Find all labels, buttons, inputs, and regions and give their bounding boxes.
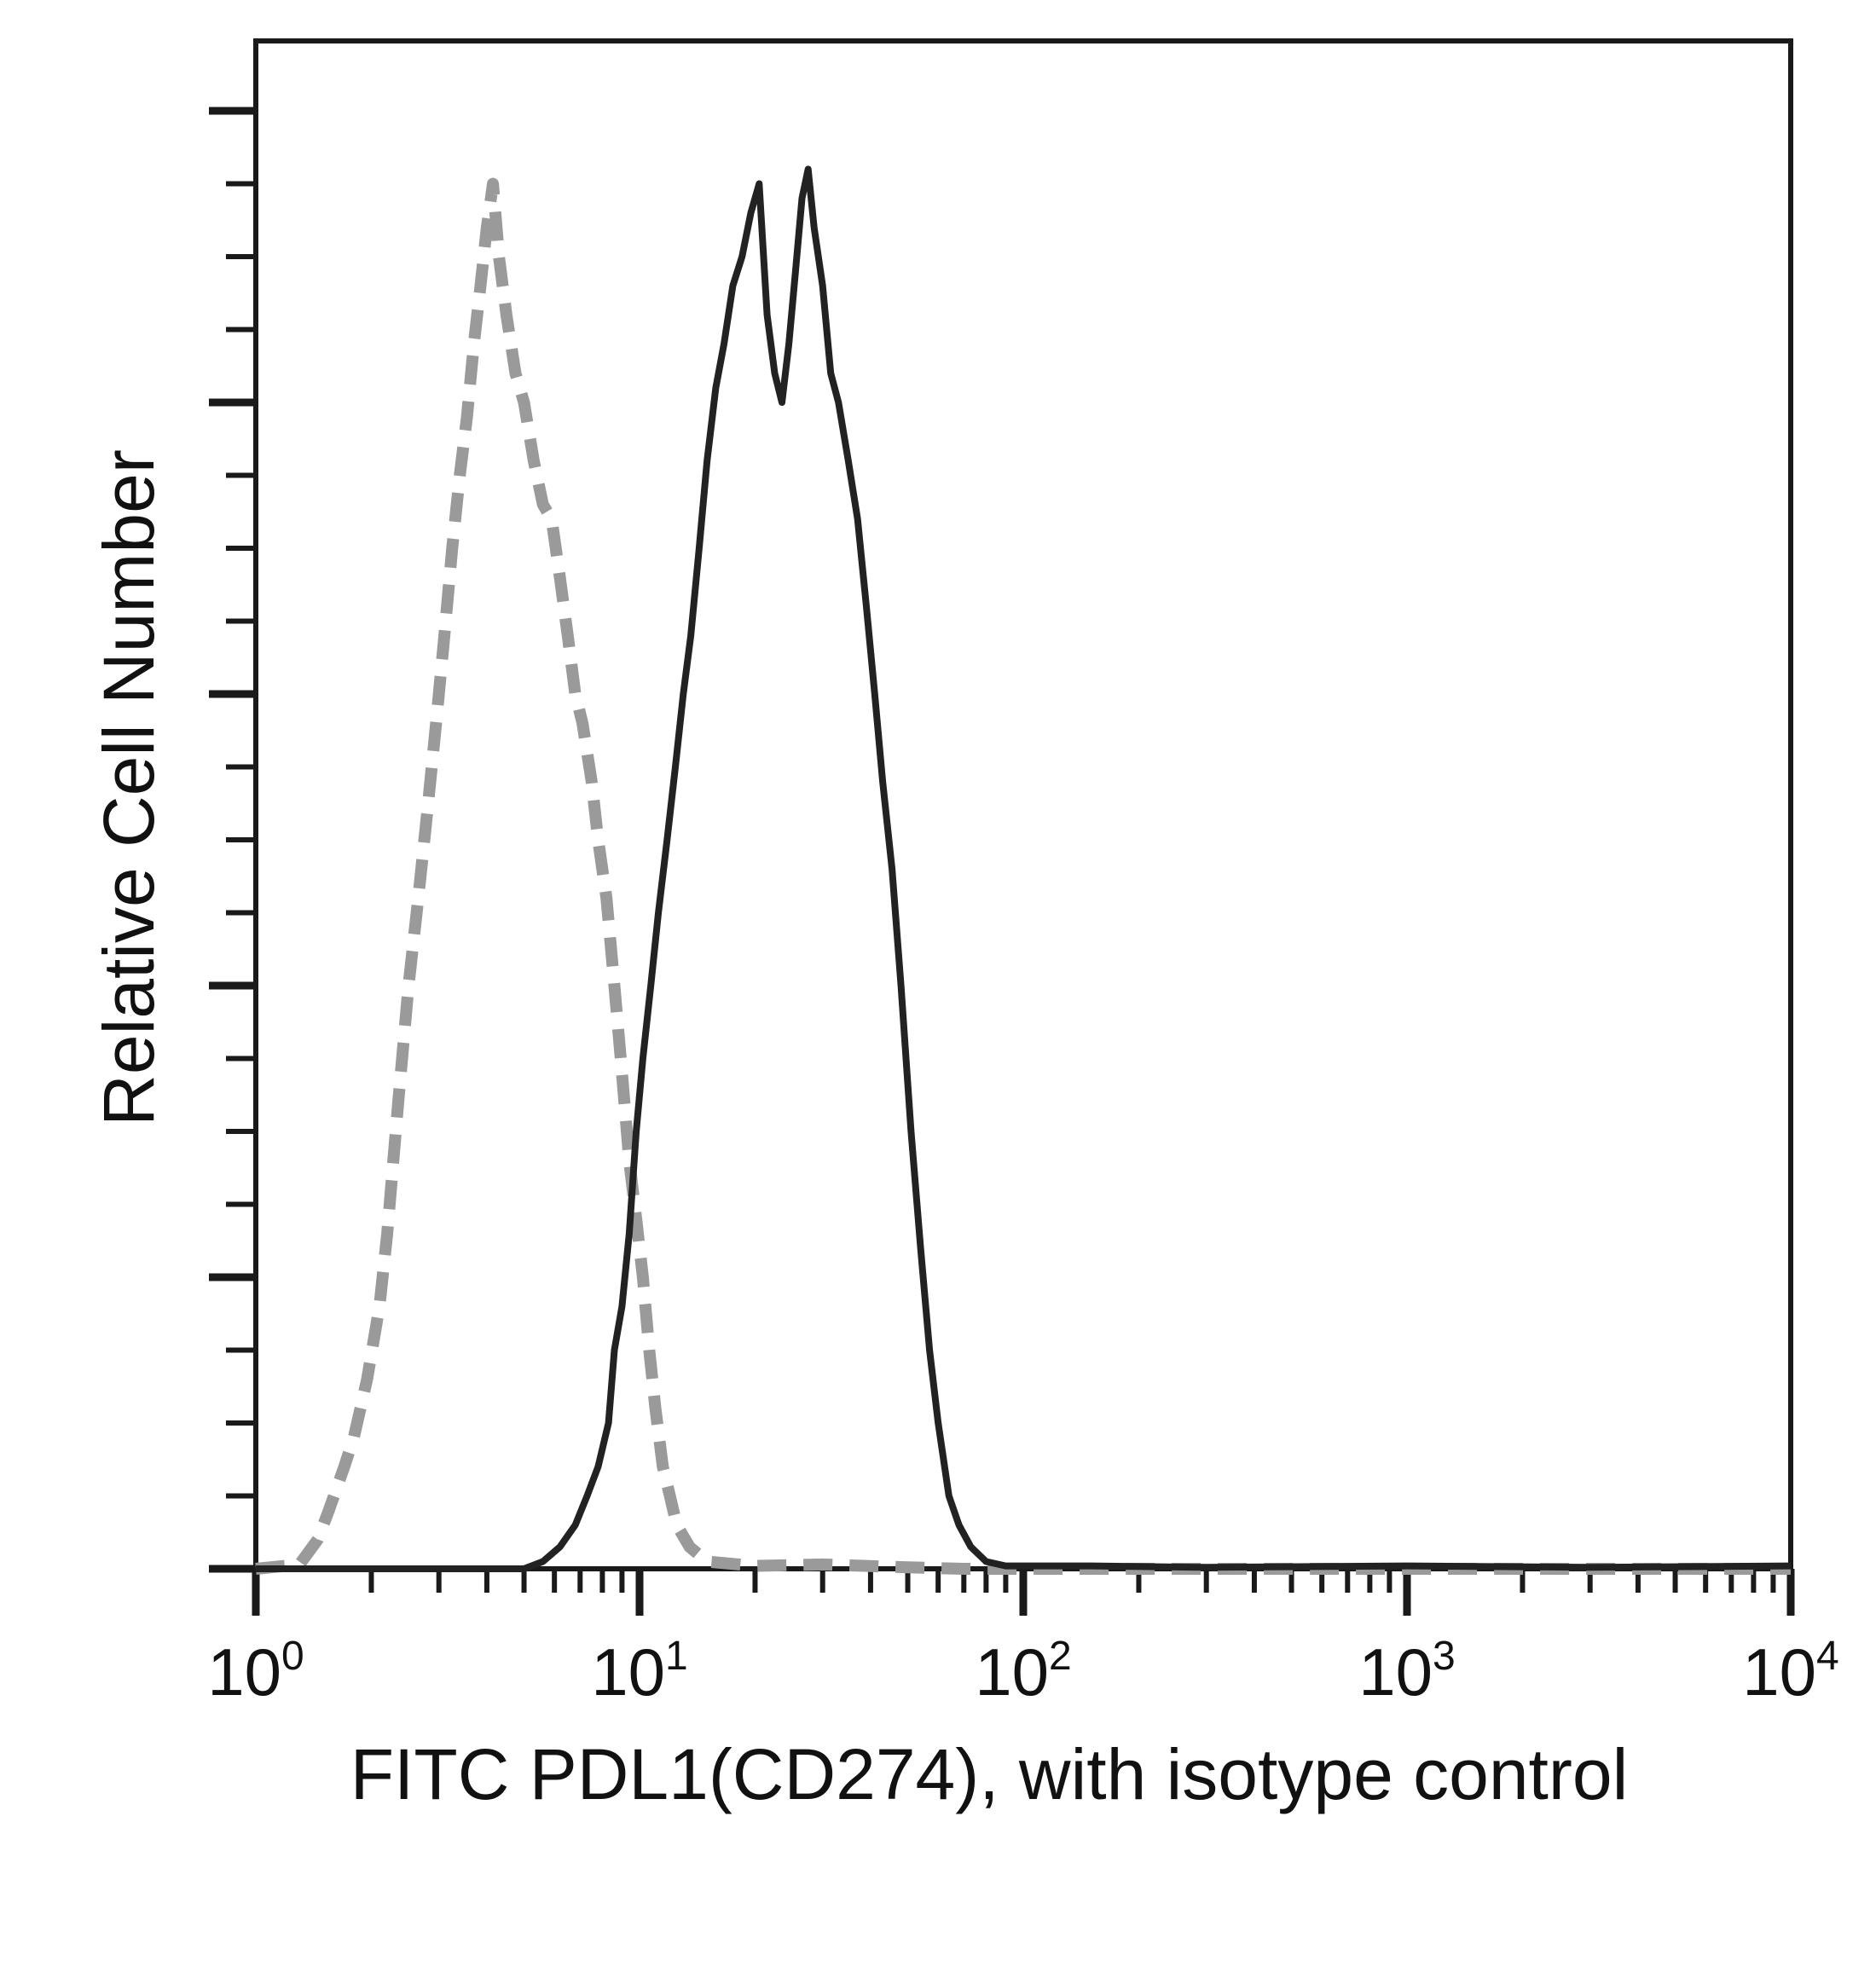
x-tick-label: 103 bbox=[1358, 1634, 1455, 1709]
x-axis-title: FITC PDL1(CD274), with isotype control bbox=[350, 1734, 1629, 1814]
y-axis-title: Relative Cell Number bbox=[89, 449, 169, 1126]
pdl1-histogram bbox=[256, 165, 1792, 1572]
x-tick-label: 102 bbox=[975, 1634, 1071, 1709]
x-axis-tick-labels: 100 101 102 103 104 bbox=[207, 1634, 1838, 1709]
x-tick-label: 104 bbox=[1742, 1634, 1838, 1709]
isotype-control-histogram bbox=[255, 177, 1791, 1575]
x-tick-label: 101 bbox=[591, 1634, 687, 1709]
histogram-series bbox=[255, 165, 1792, 1575]
x-axis-ticks bbox=[252, 1569, 1795, 1616]
x-tick-label: 100 bbox=[207, 1634, 304, 1709]
y-axis-ticks bbox=[209, 107, 256, 1573]
